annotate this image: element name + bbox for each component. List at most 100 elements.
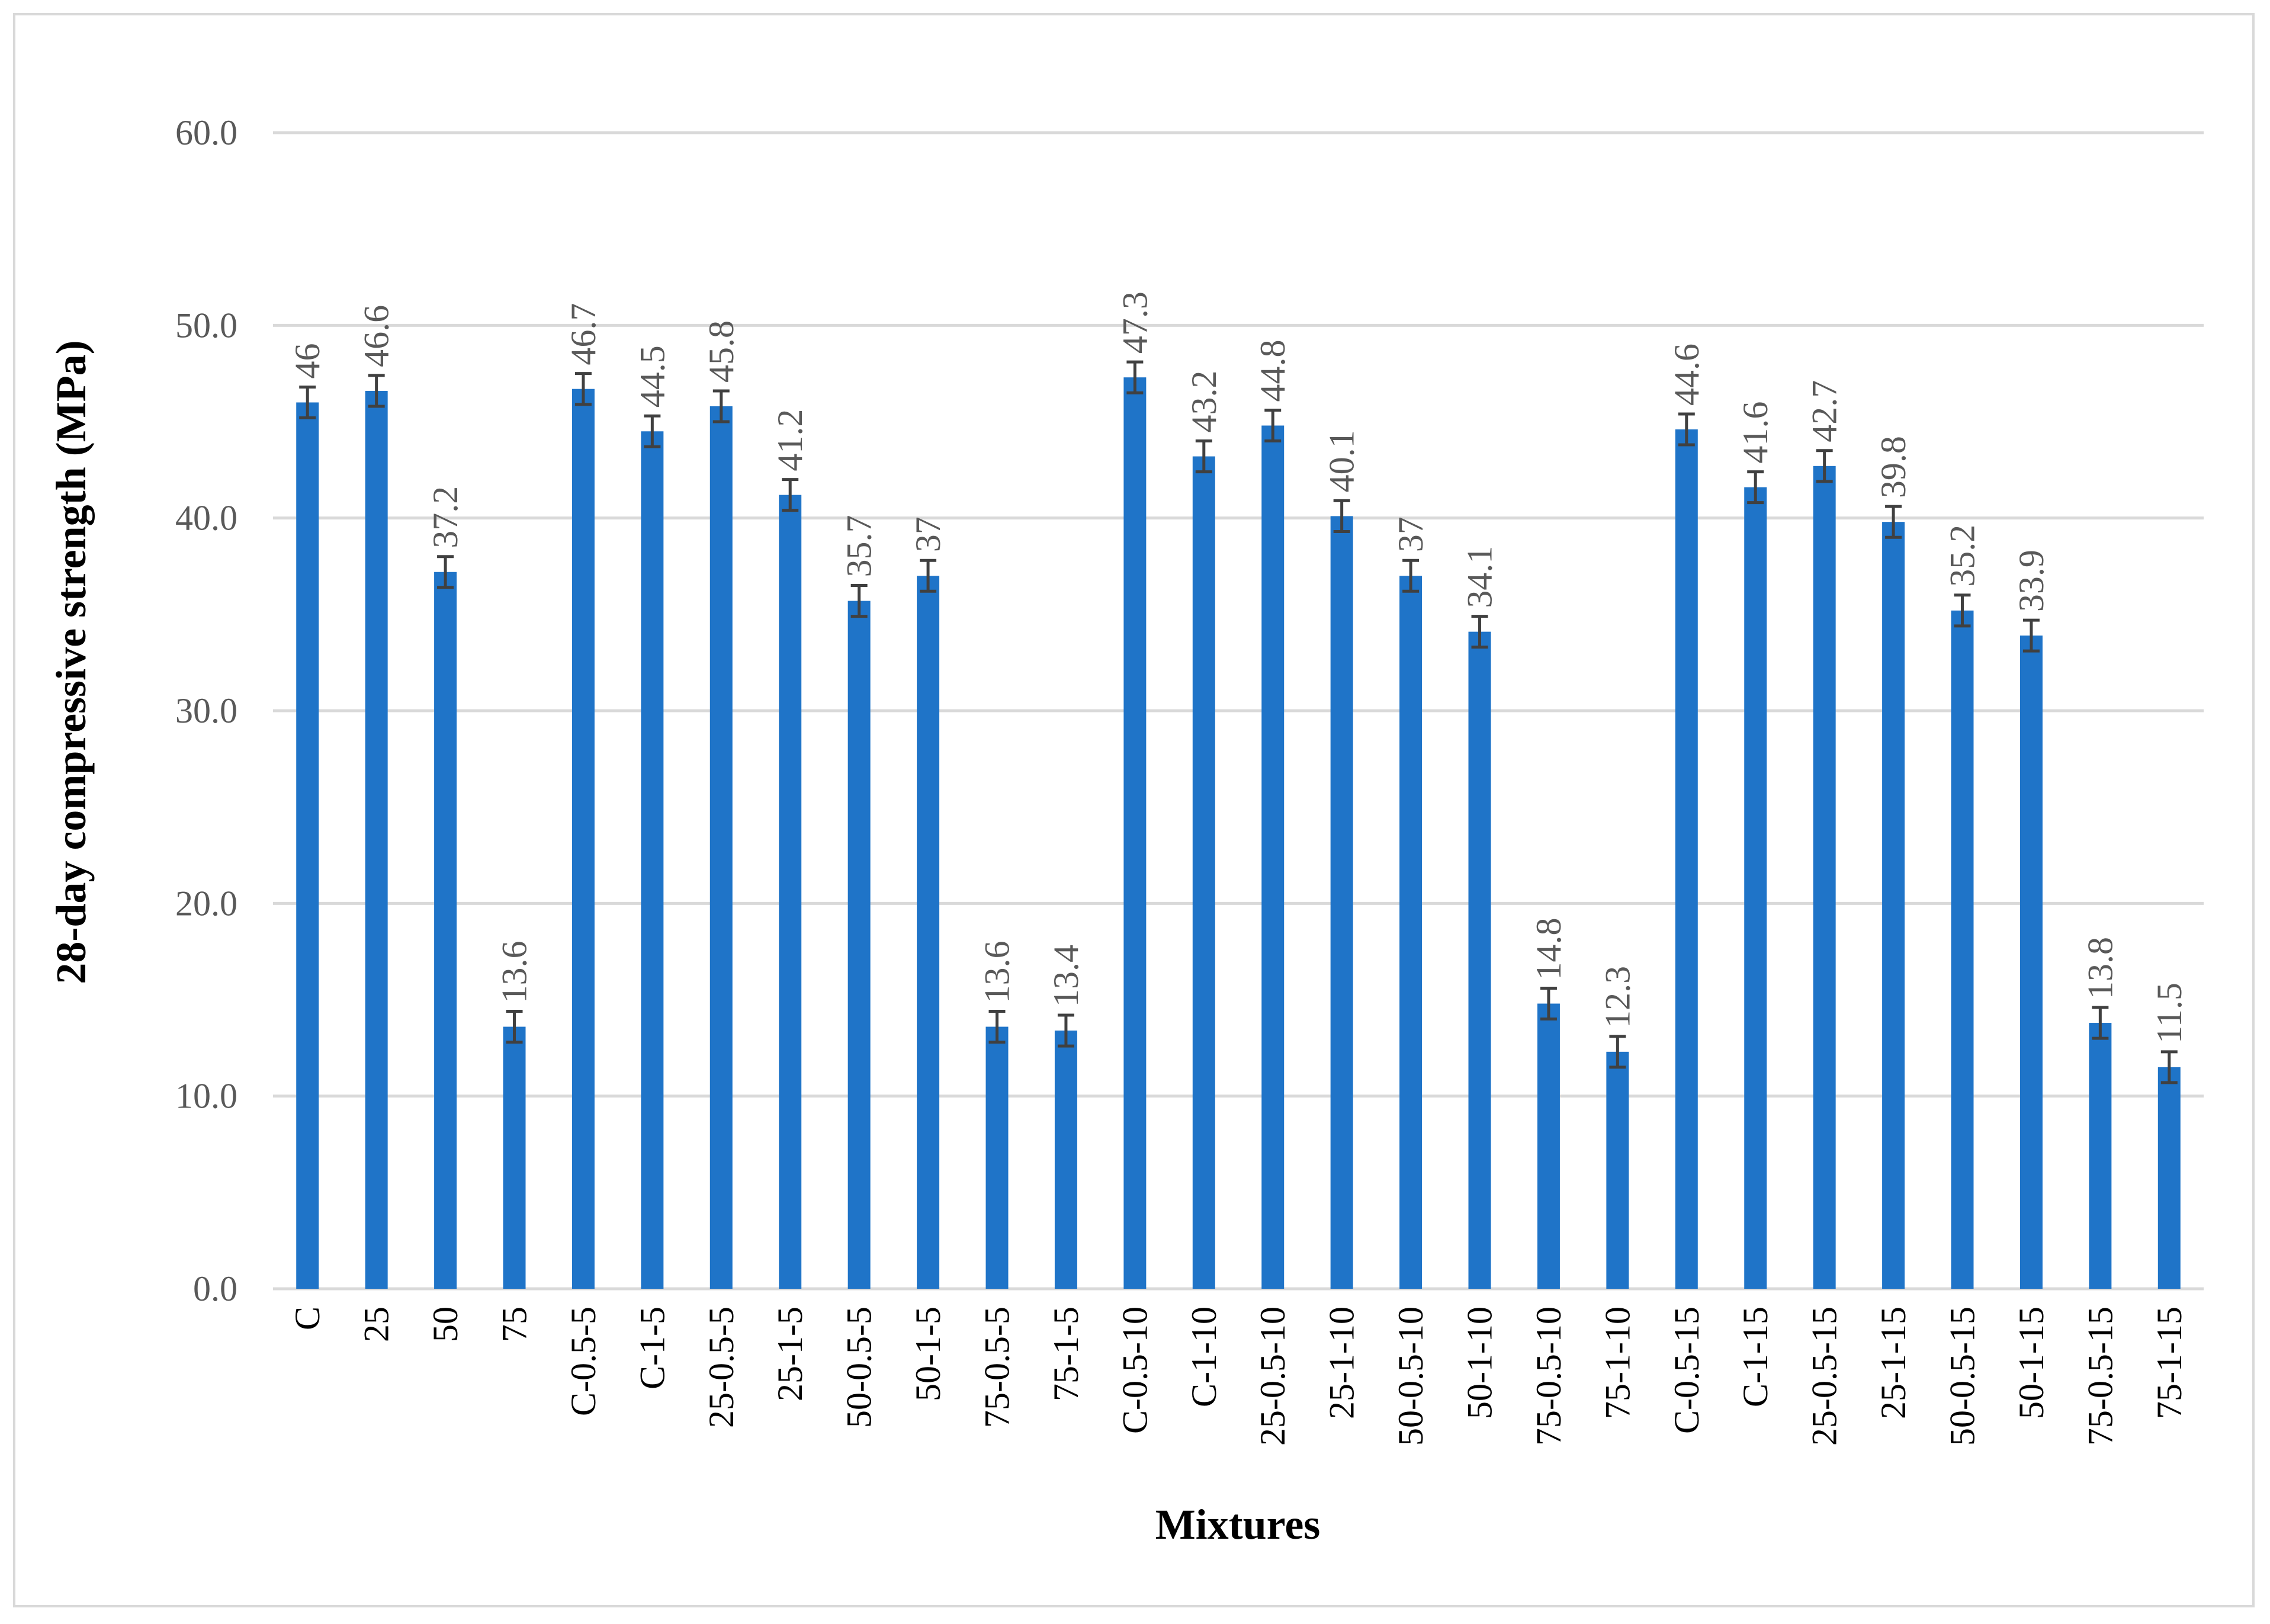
x-tick-label: 25-0.5-5 xyxy=(702,1307,741,1428)
bar xyxy=(1744,487,1767,1289)
data-label: 12.3 xyxy=(1598,966,1637,1028)
data-label: 41.6 xyxy=(1736,402,1775,464)
data-label: 43.2 xyxy=(1184,371,1224,433)
data-label: 35.7 xyxy=(840,515,879,577)
x-tick-label: 25-0.5-10 xyxy=(1253,1307,1292,1446)
bar xyxy=(917,576,940,1289)
bar xyxy=(1813,466,1836,1289)
y-tick-label: 60.0 xyxy=(175,113,237,152)
x-axis-title: Mixtures xyxy=(1155,1501,1321,1548)
bar xyxy=(1675,429,1698,1289)
data-label: 44.5 xyxy=(632,345,672,407)
x-tick-label: 75-1-10 xyxy=(1598,1307,1637,1419)
x-tick-label: 50-1-15 xyxy=(2012,1307,2051,1419)
error-bar xyxy=(299,385,316,419)
x-tick-label: C-1-5 xyxy=(632,1307,672,1389)
data-label: 14.8 xyxy=(1529,917,1568,980)
error-bar xyxy=(782,478,799,512)
bar xyxy=(779,495,802,1289)
error-bar xyxy=(1402,559,1420,593)
error-bar xyxy=(920,559,937,593)
error-bar xyxy=(368,374,385,408)
error-bar xyxy=(1816,449,1833,483)
data-label: 37 xyxy=(908,516,948,552)
x-tick-label: 75 xyxy=(495,1307,534,1342)
x-tick-label: C-0.5-5 xyxy=(564,1307,603,1416)
data-label: 46 xyxy=(288,343,327,378)
gridlines xyxy=(273,131,2204,1291)
x-tick-label: 75-1-5 xyxy=(1046,1307,1086,1401)
error-bar xyxy=(1264,408,1282,443)
bars xyxy=(296,377,2181,1289)
error-bar xyxy=(1885,505,1902,539)
y-tick-label: 50.0 xyxy=(175,306,237,345)
data-label: 44.6 xyxy=(1667,344,1706,406)
bar xyxy=(1468,631,1491,1289)
x-tick-label: C-1-10 xyxy=(1184,1307,1224,1407)
bar xyxy=(1399,576,1423,1289)
error-bar xyxy=(1609,1035,1626,1069)
bar xyxy=(1606,1051,1629,1289)
data-label: 45.8 xyxy=(702,320,741,383)
error-bar xyxy=(506,1010,523,1044)
bar xyxy=(641,431,664,1289)
error-bar xyxy=(1126,360,1144,394)
x-tick-label: 50-0.5-5 xyxy=(840,1307,879,1428)
error-bar xyxy=(712,389,730,423)
y-tick-label: 30.0 xyxy=(175,691,237,730)
data-label: 42.7 xyxy=(1805,380,1844,442)
data-label: 46.6 xyxy=(357,305,396,367)
bar xyxy=(1192,456,1215,1289)
error-bar xyxy=(1954,593,1971,628)
bar xyxy=(1261,425,1285,1289)
x-tick-label: 50-1-5 xyxy=(908,1307,948,1401)
error-bar xyxy=(850,584,868,618)
data-label: 39.8 xyxy=(1874,436,1913,498)
error-bar xyxy=(574,372,592,406)
error-bar xyxy=(1471,615,1488,649)
error-bar xyxy=(644,414,661,448)
error-bar xyxy=(1540,986,1557,1021)
x-tick-label: C-1-15 xyxy=(1736,1307,1775,1407)
data-label: 37 xyxy=(1391,516,1430,552)
data-label: 34.1 xyxy=(1460,546,1500,608)
y-axis-ticks: 0.0 10.0 20.0 30.0 40.0 50.0 60.0 xyxy=(175,113,237,1308)
x-tick-label: 75-1-15 xyxy=(2150,1307,2189,1419)
bar xyxy=(2089,1023,2112,1289)
data-label: 44.8 xyxy=(1253,339,1292,402)
x-tick-label: 25-1-5 xyxy=(770,1307,810,1401)
bar xyxy=(1537,1003,1560,1289)
error-bar xyxy=(1747,470,1764,505)
bar xyxy=(1951,610,1974,1289)
data-labels: 46 46.6 37.2 13.6 46.7 44.5 45.8 41.2 35.7 37 13.6… xyxy=(288,291,2189,1044)
y-tick-label: 10.0 xyxy=(175,1077,237,1116)
x-tick-label: 75-0.5-15 xyxy=(2080,1307,2120,1446)
x-tick-label: 50-1-10 xyxy=(1460,1307,1500,1419)
data-label: 13.4 xyxy=(1046,945,1086,1007)
y-tick-label: 20.0 xyxy=(175,884,237,923)
x-tick-label: 75-0.5-10 xyxy=(1529,1307,1568,1446)
error-bar xyxy=(2022,618,2040,653)
x-tick-label: 25-1-10 xyxy=(1322,1307,1362,1419)
data-label: 41.2 xyxy=(770,409,810,471)
bar xyxy=(296,402,319,1289)
x-tick-label: 25-0.5-15 xyxy=(1805,1307,1844,1446)
x-tick-label: C-0.5-10 xyxy=(1115,1307,1154,1434)
bar xyxy=(434,572,457,1289)
y-tick-label: 0.0 xyxy=(193,1269,237,1308)
data-label: 13.6 xyxy=(978,941,1017,1003)
y-axis-title: 28-day compressive strength (MPa) xyxy=(47,340,95,984)
chart-frame: 0.0 10.0 20.0 30.0 40.0 50.0 60.0 46 46.6 37.2 13… xyxy=(13,13,2255,1607)
bar xyxy=(1882,522,1905,1289)
error-bar xyxy=(988,1010,1006,1044)
error-bar xyxy=(1057,1013,1074,1048)
error-bar xyxy=(1333,499,1350,533)
bar xyxy=(985,1026,1009,1289)
error-bars xyxy=(299,360,2178,1084)
bar xyxy=(847,601,871,1289)
bar xyxy=(1054,1031,1077,1289)
data-label: 13.8 xyxy=(2080,937,2120,999)
y-tick-label: 40.0 xyxy=(175,499,237,538)
bar xyxy=(2157,1067,2181,1289)
bar xyxy=(1123,377,1147,1289)
